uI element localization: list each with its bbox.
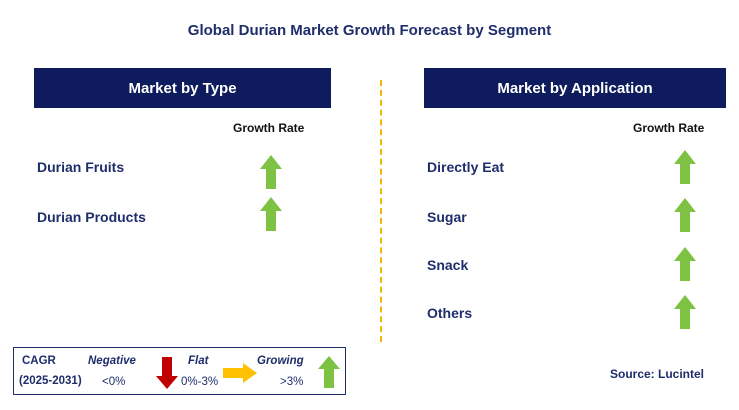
growing-arrow-icon	[674, 198, 696, 232]
growing-arrow-icon	[318, 356, 340, 388]
flat-arrow-icon	[223, 363, 257, 383]
legend-flat-range: 0%-3%	[181, 376, 219, 388]
source-note: Source: Lucintel	[610, 367, 705, 381]
growing-arrow-icon	[260, 155, 282, 189]
growing-arrow-icon	[260, 197, 282, 231]
row-label-snack: Snack	[427, 257, 469, 273]
growing-arrow-icon	[674, 150, 696, 184]
row-label-durian-products: Durian Products	[37, 209, 146, 225]
growing-arrow-icon	[674, 295, 696, 329]
legend-negative-label: Negative	[88, 355, 136, 367]
row-label-durian-fruits: Durian Fruits	[37, 159, 125, 175]
legend-growing-range: >3%	[280, 376, 304, 388]
panel-divider	[380, 80, 382, 342]
panel-header-type: Market by Type	[34, 68, 331, 108]
growth-rate-label-type: Growth Rate	[233, 121, 305, 135]
row-label-sugar: Sugar	[427, 209, 467, 225]
panel-header-application: Market by Application	[424, 68, 726, 108]
legend-box: CAGR (2025-2031) Negative <0% Flat 0%-3%…	[13, 347, 346, 395]
row-label-others: Others	[427, 305, 473, 321]
growing-arrow-icon	[674, 247, 696, 281]
chart-title: Global Durian Market Growth Forecast by …	[187, 22, 552, 39]
legend-period: (2025-2031)	[19, 375, 82, 387]
legend-flat-label: Flat	[188, 355, 209, 367]
legend-cagr-label: CAGR	[22, 355, 56, 367]
legend-negative-range: <0%	[102, 376, 126, 388]
negative-arrow-icon	[156, 357, 178, 389]
row-label-directly-eat: Directly Eat	[427, 159, 505, 175]
growth-rate-label-application: Growth Rate	[633, 121, 705, 135]
legend-growing-label: Growing	[257, 355, 304, 367]
